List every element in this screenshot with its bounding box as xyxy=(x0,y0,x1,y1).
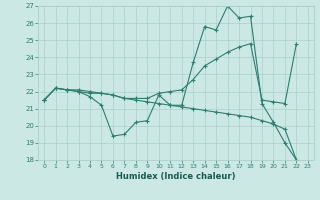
X-axis label: Humidex (Indice chaleur): Humidex (Indice chaleur) xyxy=(116,172,236,181)
